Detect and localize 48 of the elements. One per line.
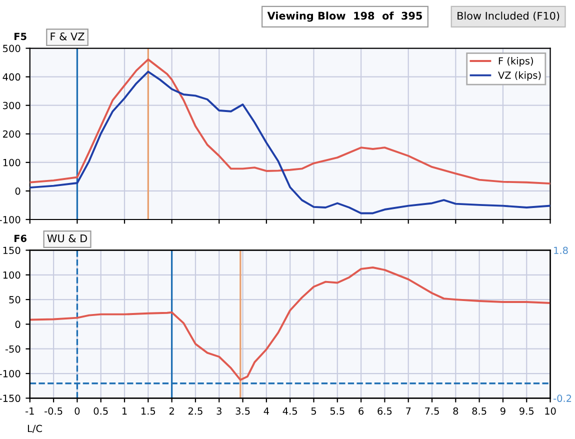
x-tick-label: 3 <box>216 407 222 415</box>
chart-title: F & VZ <box>50 32 84 40</box>
text: Blow Included (F10) <box>458 12 560 21</box>
x-tick-label: 7 <box>406 408 411 415</box>
y-tick-label: 150 <box>3 246 20 254</box>
x-tick-label: 9 <box>500 407 506 415</box>
x-tick-label: 1 <box>122 408 127 415</box>
text: F6 <box>14 234 26 242</box>
chart-title: WU & D <box>47 234 88 242</box>
x-tick-label: 10 <box>545 407 556 415</box>
legend-label: VZ (kips) <box>498 71 541 81</box>
x-tick-label: 2.5 <box>188 407 202 415</box>
x-tick-label: 4.5 <box>282 408 297 415</box>
text: F5 <box>14 32 26 40</box>
y-tick-label: 200 <box>3 130 20 138</box>
x-tick-label: 5 <box>311 408 316 415</box>
y-tick-label: 100 <box>3 158 20 166</box>
x-tick-label: 9.5 <box>520 407 534 415</box>
y-tick-label: 400 <box>2 73 20 81</box>
x-tick-label: 3.5 <box>236 407 250 415</box>
x-tick-label: 0.5 <box>94 407 108 415</box>
line-series <box>30 70 550 214</box>
legend-label: F (kips) <box>498 57 533 66</box>
x-tick-label: 8.5 <box>472 407 486 415</box>
line-series <box>30 266 550 381</box>
x-tick-label: 2 <box>169 407 174 415</box>
text: L/C <box>28 424 42 433</box>
y-tick-label: 0 <box>15 187 20 195</box>
y-tick-label: 300 <box>3 102 20 110</box>
y-tick-label: 500 <box>3 44 20 52</box>
y2-tick-label: -0.2 <box>554 394 572 402</box>
y-tick-label: 50 <box>9 296 20 304</box>
x-tick-label: 6.5 <box>378 407 392 415</box>
y2-tick-label: 1.8 <box>554 246 568 254</box>
x-tick-label: 1.5 <box>142 408 156 415</box>
y-tick-label: 0 <box>15 320 20 328</box>
x-tick-label: 5.5 <box>330 408 344 415</box>
line-series <box>30 58 550 185</box>
x-tick-label: 8 <box>453 407 458 415</box>
y-tick-label: 100 <box>3 271 20 279</box>
x-tick-label: 0 <box>74 407 80 415</box>
y-tick-label: -50 <box>5 345 20 353</box>
x-tick-label: -0.5 <box>44 407 62 415</box>
text: Viewing Blow 198 of 395 <box>267 12 422 22</box>
x-tick-label: 7.5 <box>425 408 439 415</box>
x-tick-label: 4 <box>264 408 269 415</box>
x-tick-label: -1 <box>26 408 34 415</box>
x-tick-label: 6 <box>358 407 364 415</box>
